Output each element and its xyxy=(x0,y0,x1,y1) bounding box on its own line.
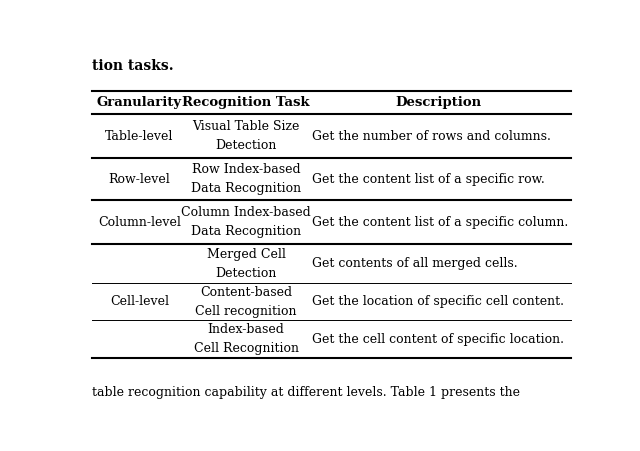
Text: Description: Description xyxy=(396,96,481,109)
Text: tion tasks.: tion tasks. xyxy=(92,59,174,73)
Text: Get contents of all merged cells.: Get contents of all merged cells. xyxy=(312,257,517,270)
Text: Column-level: Column-level xyxy=(98,216,181,229)
Text: Column Index-based
Data Recognition: Column Index-based Data Recognition xyxy=(181,206,311,238)
Text: Get the location of specific cell content.: Get the location of specific cell conten… xyxy=(312,295,564,308)
Text: Cell-level: Cell-level xyxy=(110,295,169,308)
Text: Get the cell content of specific location.: Get the cell content of specific locatio… xyxy=(312,333,564,346)
Text: Recognition Task: Recognition Task xyxy=(182,96,310,109)
Text: table recognition capability at different levels. Table 1 presents the: table recognition capability at differen… xyxy=(92,386,520,399)
Text: Get the content list of a specific column.: Get the content list of a specific colum… xyxy=(312,216,568,229)
Text: Get the number of rows and columns.: Get the number of rows and columns. xyxy=(312,129,550,143)
Text: Content-based
Cell recognition: Content-based Cell recognition xyxy=(195,286,297,318)
Text: Row-level: Row-level xyxy=(109,173,170,186)
Text: Index-based
Cell Recognition: Index-based Cell Recognition xyxy=(194,323,299,355)
Text: Merged Cell
Detection: Merged Cell Detection xyxy=(207,248,285,280)
Text: Visual Table Size
Detection: Visual Table Size Detection xyxy=(193,120,300,152)
Text: Row Index-based
Data Recognition: Row Index-based Data Recognition xyxy=(191,163,301,195)
Text: Get the content list of a specific row.: Get the content list of a specific row. xyxy=(312,173,545,186)
Text: Granularity: Granularity xyxy=(97,96,182,109)
Text: Table-level: Table-level xyxy=(106,129,173,143)
